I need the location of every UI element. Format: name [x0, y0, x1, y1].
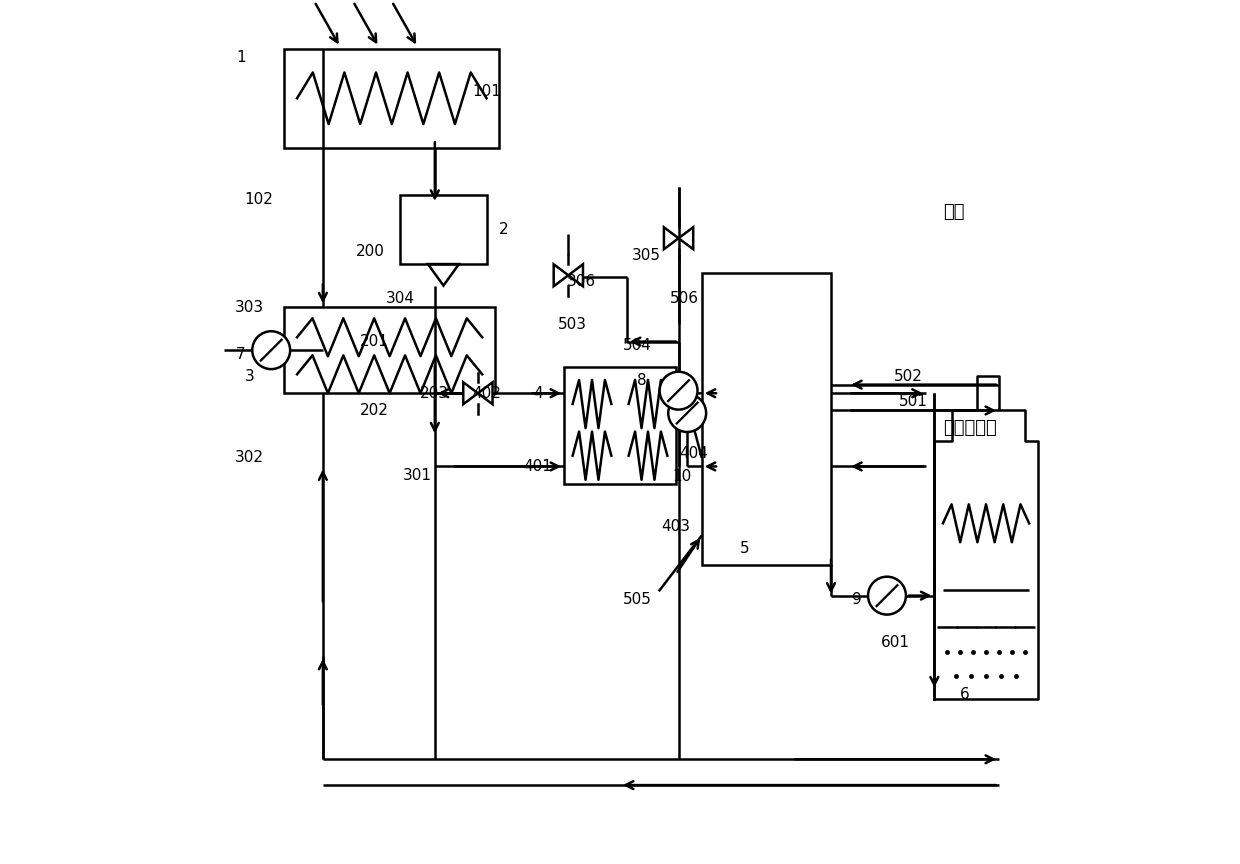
Text: 304: 304 [386, 291, 415, 306]
Text: 506: 506 [670, 291, 699, 306]
Text: 6: 6 [960, 687, 970, 702]
Text: 2: 2 [498, 222, 508, 237]
Text: 1: 1 [237, 50, 246, 65]
Text: 热水: 热水 [942, 203, 965, 221]
Polygon shape [678, 227, 693, 249]
Text: 5: 5 [740, 541, 750, 556]
Bar [284, 48, 500, 148]
Text: 201: 201 [360, 334, 389, 349]
Text: 102: 102 [244, 192, 273, 207]
Bar [401, 195, 486, 264]
Text: 10: 10 [672, 469, 692, 485]
Text: 505: 505 [622, 593, 652, 607]
Text: 冷水或热水: 冷水或热水 [942, 419, 997, 436]
Text: 203: 203 [420, 385, 449, 401]
Circle shape [668, 394, 706, 432]
Text: 601: 601 [882, 636, 910, 651]
Text: 301: 301 [403, 467, 432, 483]
Text: 302: 302 [236, 450, 264, 466]
Polygon shape [568, 264, 583, 286]
Text: 502: 502 [894, 369, 923, 384]
Text: 306: 306 [567, 274, 595, 289]
Polygon shape [663, 227, 678, 249]
Text: 303: 303 [236, 300, 264, 314]
Text: 403: 403 [661, 519, 691, 534]
Circle shape [868, 576, 906, 614]
Polygon shape [464, 382, 477, 404]
Text: 3: 3 [244, 369, 254, 384]
Circle shape [660, 372, 698, 410]
Text: 8: 8 [636, 373, 646, 388]
Text: 404: 404 [678, 446, 708, 461]
Text: 402: 402 [472, 385, 501, 401]
Text: 101: 101 [472, 85, 501, 99]
Text: 4: 4 [533, 385, 543, 401]
Text: 503: 503 [558, 317, 587, 332]
Text: 9: 9 [852, 593, 862, 607]
Polygon shape [554, 264, 568, 286]
Bar [702, 273, 831, 566]
Text: 200: 200 [356, 244, 384, 258]
Text: 7: 7 [237, 347, 246, 362]
Text: 305: 305 [631, 248, 661, 263]
Bar [564, 367, 676, 484]
Text: 202: 202 [360, 403, 389, 418]
Text: 401: 401 [523, 459, 553, 474]
Polygon shape [477, 382, 492, 404]
Circle shape [252, 331, 290, 369]
Text: 504: 504 [622, 339, 652, 353]
Bar [284, 307, 495, 393]
Text: 501: 501 [898, 394, 928, 410]
